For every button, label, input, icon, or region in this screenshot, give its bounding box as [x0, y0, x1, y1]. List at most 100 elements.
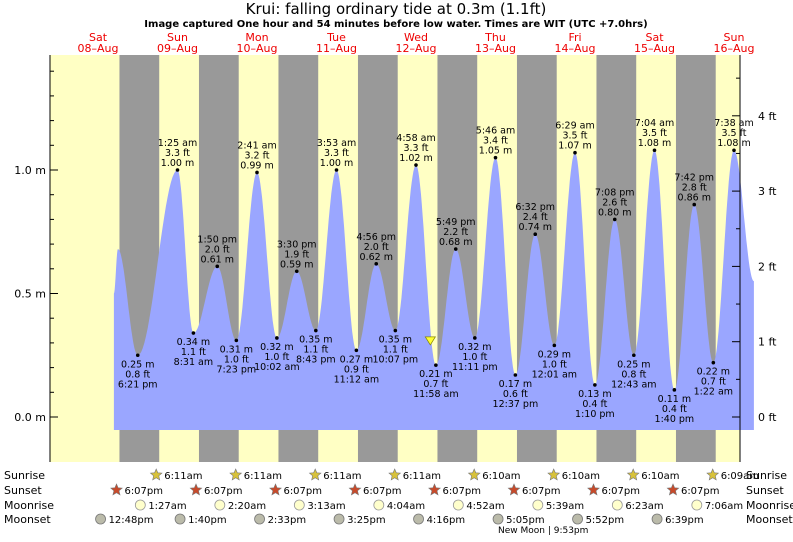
moonrise-time: 4:04am — [387, 501, 425, 512]
tide-extreme-point — [414, 163, 418, 167]
high-tide-label: 1.08 m — [717, 138, 750, 149]
tide-extreme-point — [255, 170, 259, 175]
low-tide-label: 12:37 pm — [493, 399, 539, 410]
axes: 0.0 m 0.5 m 1.0 m 0 ft 1 ft 2 ft 3 ft 4 ft — [14, 55, 777, 462]
sunrise-icon — [467, 468, 481, 481]
high-tide-label: 0.61 m — [201, 254, 234, 265]
high-tide-label: 1.05 m — [479, 146, 512, 157]
moonset-time: 12:48pm — [109, 515, 154, 526]
tide-extreme-point — [632, 353, 636, 358]
moonset-time: 5:52pm — [586, 515, 625, 526]
tide-extreme-point — [294, 269, 299, 274]
low-tide-label: 0.35 m — [299, 335, 332, 346]
low-tide-label: 0.21 m — [419, 369, 452, 380]
day-labels: Sat08–AugSun09–AugMon10–AugTue11–AugWed1… — [78, 31, 755, 55]
tide-extreme-point — [334, 168, 339, 172]
moonset-icon — [413, 513, 424, 525]
tide-extreme-point — [354, 348, 359, 353]
moonrise-time: 4:52am — [466, 501, 504, 512]
tide-extreme-point — [374, 262, 379, 266]
tide-extreme-point — [215, 264, 220, 269]
moonrise-time: 1:27am — [148, 501, 186, 512]
right-axis-tick-label: 1 ft — [758, 336, 777, 349]
sunset-time: 6:07pm — [283, 486, 322, 497]
low-tide-label: 1.1 ft — [383, 345, 408, 356]
high-tide-label: 2.2 ft — [443, 227, 468, 238]
moonset-time: 2:33pm — [268, 515, 307, 526]
tide-extreme-point — [453, 247, 458, 251]
sunrise-time: 6:09am — [721, 471, 759, 482]
low-tide-label: 1.0 ft — [462, 352, 487, 363]
sunset-icon — [428, 483, 441, 496]
sunset-icon — [507, 483, 521, 496]
moonrise-icon — [214, 499, 226, 511]
right-axis-tick-label: 0 ft — [758, 411, 777, 424]
moonrise-icon — [373, 499, 385, 511]
day-date-label: 09–Aug — [157, 42, 198, 55]
high-tide-label: 7:04 am — [635, 118, 674, 129]
row-label-right: Sunset — [746, 484, 784, 497]
row-label-right: Moonset — [746, 513, 793, 526]
day-date-label: 08–Aug — [78, 42, 119, 55]
right-axis-tick-label: 2 ft — [758, 260, 777, 273]
day-date-label: 12–Aug — [396, 42, 437, 55]
day-date-label: 16–Aug — [714, 42, 755, 55]
row-label-left: Moonrise — [4, 499, 54, 512]
moonrise-time: 5:39am — [546, 501, 584, 512]
low-tide-label: 0.8 ft — [125, 369, 150, 380]
high-tide-label: 0.99 m — [240, 160, 273, 171]
current-time-marker — [424, 336, 437, 346]
sunrise-icon — [626, 468, 640, 481]
moonrise-time: 3:13am — [307, 501, 345, 512]
high-tide-label: 0.86 m — [678, 193, 711, 204]
moonrise-icon — [532, 499, 544, 511]
low-tide-label: 7:23 pm — [217, 364, 257, 375]
sunset-time: 6:07pm — [442, 486, 481, 497]
row-label-left: Sunset — [4, 484, 42, 497]
sunset-icon — [110, 483, 123, 496]
high-tide-label: 3.5 ft — [562, 131, 587, 142]
high-tide-label: 2:41 am — [237, 140, 276, 151]
day-name-label: Sun — [724, 31, 745, 44]
sunrise-time: 6:11am — [164, 471, 202, 482]
sunrise-time: 6:11am — [403, 471, 441, 482]
day-name-label: Fri — [568, 31, 581, 44]
sun-moon-table: Sunrise Sunrise Sunset Sunset Moonrise Moonri… — [4, 468, 793, 536]
moonrise-icon — [134, 499, 146, 511]
low-tide-label: 0.7 ft — [701, 377, 726, 388]
tide-extreme-point — [493, 155, 498, 160]
day-date-label: 11–Aug — [316, 42, 357, 55]
low-tide-label: 0.35 m — [379, 335, 412, 346]
high-tide-label: 1.00 m — [161, 158, 194, 169]
high-tide-label: 3:53 am — [317, 138, 356, 149]
moonrise-time: 6:23am — [625, 501, 663, 512]
high-tide-label: 3.5 ft — [642, 128, 667, 139]
low-tide-label: 8:43 pm — [296, 355, 336, 366]
moonset-icon — [333, 513, 345, 525]
tide-extreme-point — [711, 360, 716, 365]
high-tide-label: 4:58 am — [396, 133, 435, 144]
tide-extreme-point — [552, 343, 557, 348]
high-tide-label: 6:32 pm — [515, 202, 555, 213]
low-tide-label: 1.0 ft — [224, 354, 249, 365]
low-tide-label: 0.25 m — [121, 359, 154, 370]
chart-title: Krui: falling ordinary tide at 0.3m (1.1… — [246, 0, 547, 18]
low-tide-label: 1.0 ft — [264, 352, 289, 363]
moonrise-icon — [611, 499, 623, 511]
day-date-label: 13–Aug — [475, 42, 516, 55]
tide-extreme-labels: 0.25 m0.8 ft6:21 pm1:25 am3.3 ft1.00 m0.… — [118, 118, 754, 425]
low-tide-label: 1.1 ft — [181, 347, 206, 358]
moonset-icon — [174, 513, 186, 525]
tide-extreme-point — [175, 168, 180, 172]
low-tide-label: 12:43 am — [611, 379, 656, 390]
high-tide-label: 5:49 pm — [436, 217, 476, 228]
high-tide-label: 1.02 m — [399, 153, 432, 164]
high-tide-label: 1:25 am — [158, 138, 197, 149]
day-name-label: Thu — [484, 31, 506, 44]
tide-extreme-point — [434, 363, 438, 367]
low-tide-label: 0.25 m — [617, 359, 650, 370]
row-label-right: Sunrise — [746, 469, 787, 482]
moonset-icon — [572, 513, 583, 525]
low-tide-label: 1.1 ft — [303, 345, 328, 356]
